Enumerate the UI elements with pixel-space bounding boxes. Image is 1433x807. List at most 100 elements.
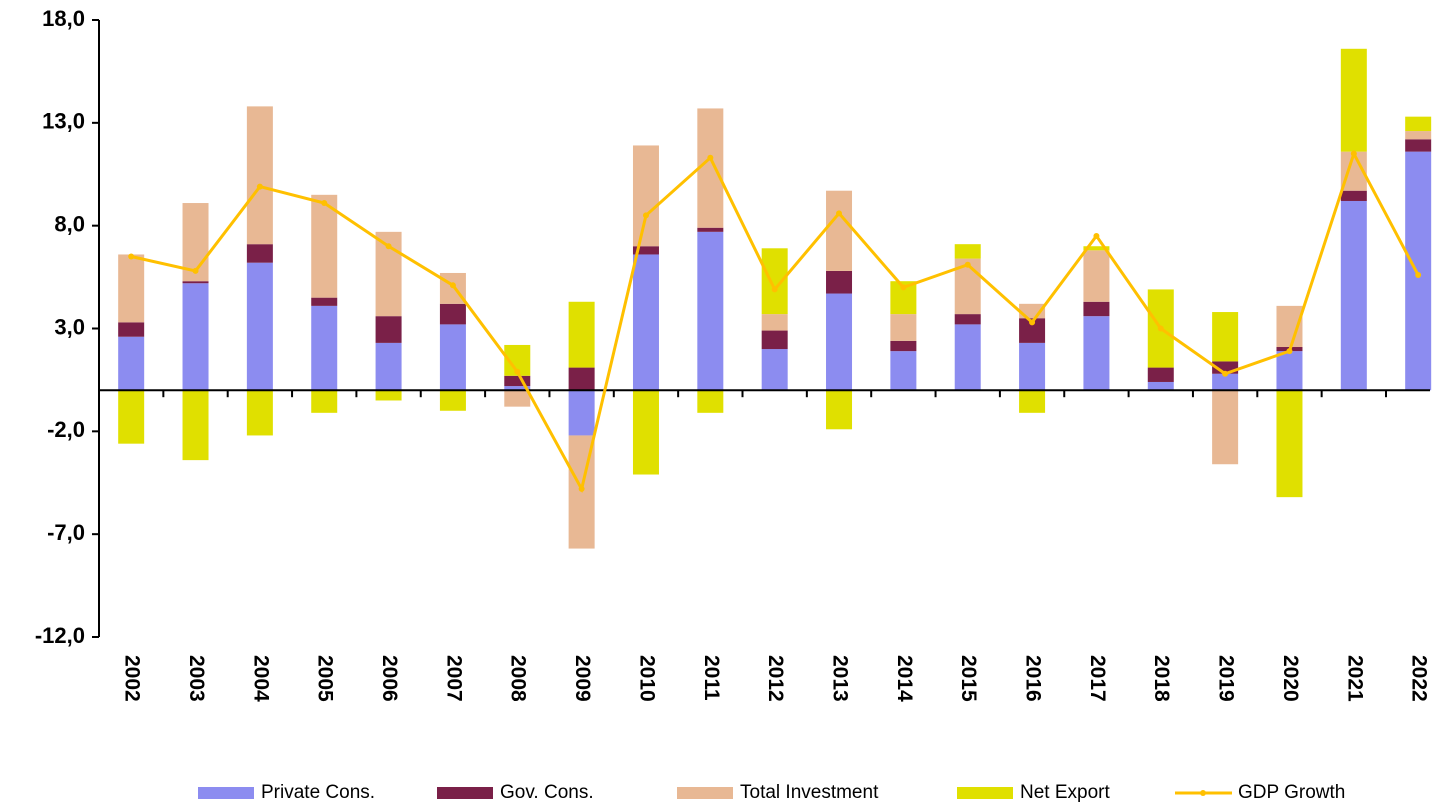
legend-swatch	[957, 787, 1013, 799]
bar-segment	[890, 314, 917, 341]
bar-segment	[246, 390, 273, 436]
bar-segment	[1340, 190, 1367, 201]
bar-segment	[1340, 200, 1367, 391]
bar-segment	[1276, 351, 1303, 391]
bar-segment	[568, 301, 595, 368]
bar-segment	[890, 351, 917, 391]
bar-segment	[118, 390, 145, 444]
bar-segment	[1212, 373, 1239, 391]
x-tick-label: 2012	[764, 655, 787, 702]
line-point	[964, 261, 971, 268]
bar-segment	[246, 106, 273, 245]
bar-segment	[246, 262, 273, 391]
bar-segment	[375, 316, 402, 343]
bar-segment	[1405, 116, 1432, 132]
bar-segment	[1147, 381, 1174, 391]
bar-segment	[1405, 139, 1432, 152]
line-point	[900, 284, 907, 291]
bar-segment	[439, 324, 466, 391]
line-point	[385, 243, 392, 250]
x-tick-label: 2021	[1343, 655, 1366, 702]
bar-segment	[632, 390, 659, 475]
bar-segment	[954, 314, 981, 325]
y-tick-label: 13,0	[42, 109, 85, 134]
bar-segment	[1083, 316, 1110, 391]
bar-segment	[954, 324, 981, 391]
legend-label: Total Investment	[740, 782, 879, 803]
bar-segment	[439, 390, 466, 411]
bar-segment	[761, 349, 788, 391]
legend-label: Gov. Cons.	[500, 782, 594, 803]
bar-segment	[1083, 250, 1110, 302]
bar-segment	[1405, 131, 1432, 140]
line-point	[1350, 150, 1357, 157]
bar-segment	[182, 283, 209, 391]
bar-segment	[1083, 246, 1110, 251]
bar-segment	[439, 303, 466, 325]
legend-swatch	[437, 787, 493, 799]
bar-segment	[504, 375, 531, 387]
line-point	[514, 368, 521, 375]
bar-segment	[826, 190, 853, 271]
bar-segment	[118, 322, 145, 337]
bar-segment	[697, 108, 724, 228]
line-point	[256, 183, 263, 190]
bar-segment	[1019, 342, 1046, 391]
bar-segment	[1083, 301, 1110, 317]
y-tick-label: -12,0	[35, 623, 85, 648]
x-tick-label: 2020	[1279, 655, 1302, 702]
x-tick-label: 2010	[635, 655, 658, 702]
line-point	[128, 253, 135, 260]
bar-segment	[632, 145, 659, 247]
bar-segment	[568, 390, 595, 436]
line-point	[578, 485, 585, 492]
bar-segment	[826, 293, 853, 391]
legend-label: Private Cons.	[261, 782, 375, 803]
bar-segment	[761, 314, 788, 331]
bar-segment	[504, 386, 531, 391]
x-tick-label: 2005	[314, 655, 337, 702]
x-tick-label: 2015	[957, 655, 980, 702]
x-tick-label: 2018	[1150, 655, 1173, 702]
bar-segment	[504, 390, 531, 407]
bar-segment	[1147, 367, 1174, 382]
line-point	[192, 267, 199, 274]
bar-segment	[761, 248, 788, 315]
line-point	[707, 154, 714, 161]
bar-segment	[375, 390, 402, 401]
bar-segment	[182, 281, 209, 284]
legend-swatch	[198, 787, 254, 799]
line-point	[1093, 232, 1100, 239]
x-tick-label: 2006	[378, 655, 401, 702]
bar-segment	[118, 336, 145, 391]
line-point	[1029, 319, 1036, 326]
x-tick-label: 2013	[828, 655, 851, 702]
bar-segment	[632, 254, 659, 391]
x-tick-label: 2004	[249, 655, 272, 702]
y-tick-label: -2,0	[47, 417, 85, 442]
bar-segment	[1212, 390, 1239, 465]
x-tick-label: 2011	[700, 655, 723, 701]
bar-segment	[568, 367, 595, 391]
line-point	[1286, 348, 1293, 355]
x-tick-label: 2022	[1408, 655, 1431, 702]
line-point	[771, 286, 778, 293]
bar-segment	[246, 244, 273, 263]
bar-segment	[697, 390, 724, 413]
bar-segment	[826, 270, 853, 294]
line-point	[1157, 325, 1164, 332]
bar-segment	[826, 390, 853, 430]
legend-label: Net Export	[1020, 782, 1110, 803]
x-tick-label: 2002	[121, 655, 144, 702]
line-point	[836, 210, 843, 217]
line-point	[642, 212, 649, 219]
bar-segment	[632, 246, 659, 255]
x-tick-label: 2019	[1215, 655, 1238, 702]
bar-segment	[118, 254, 145, 323]
bar-segment	[182, 390, 209, 461]
x-tick-label: 2007	[442, 655, 465, 702]
y-tick-label: 3,0	[54, 314, 85, 339]
x-tick-label: 2016	[1022, 655, 1045, 702]
bar-segment	[311, 194, 338, 298]
